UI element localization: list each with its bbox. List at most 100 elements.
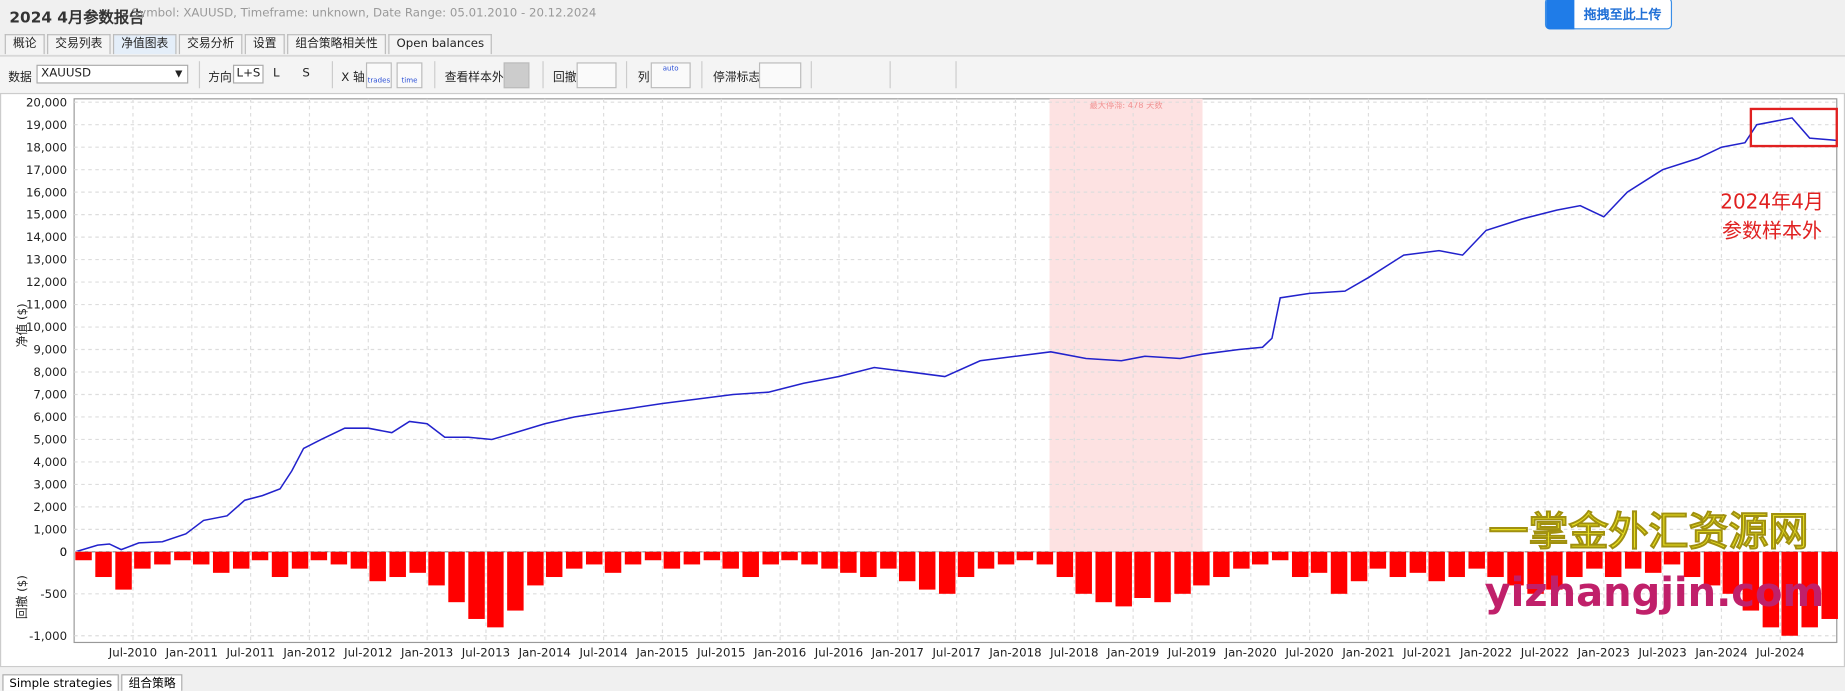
drawdown-bar	[527, 551, 544, 586]
x-tick-label: Jan-2016	[753, 646, 806, 660]
x-tick-label: Jan-2024	[1694, 646, 1747, 660]
drawdown-bar	[1683, 551, 1701, 578]
y-tick-label: 0	[60, 545, 67, 559]
x-tick-label: Jul-2016	[814, 646, 863, 660]
separator	[542, 61, 544, 89]
toggle-button[interactable]	[503, 62, 530, 89]
x-tick-label: Jan-2022	[1459, 646, 1512, 660]
chart-button[interactable]	[852, 62, 878, 88]
x-tick-label: Jul-2013	[461, 646, 510, 660]
drawdown-bar	[918, 551, 936, 590]
y-tick-label: 20,000	[26, 95, 67, 109]
x-axis-button[interactable]: trades	[365, 62, 392, 89]
drawdown-bar	[1409, 551, 1427, 573]
separator	[955, 61, 957, 89]
bottom-tabs: Simple strategies 组合策略	[2, 674, 183, 691]
chart-button[interactable]	[997, 62, 1023, 88]
drawdown-bar	[154, 551, 171, 565]
drawdown-bar	[409, 551, 426, 573]
tab[interactable]: 净值图表	[112, 34, 177, 55]
tab[interactable]: 交易分析	[178, 34, 243, 55]
label: 方向	[208, 71, 232, 85]
drawdown-bar	[1507, 551, 1524, 586]
x-tick-label: Jan-2021	[1341, 646, 1394, 660]
drawdown-bar	[271, 551, 289, 578]
dropdown-button[interactable]: auto	[650, 62, 691, 89]
drawdown-bar	[134, 551, 151, 569]
x-tick-label: Jan-2018	[988, 646, 1041, 660]
x-tick-label: Jul-2015	[696, 646, 745, 660]
drawdown-bar	[860, 551, 877, 578]
chart: 最大停滞: 478 天数 0 1,000 2,000 3,000 4,000 5,000 6,…	[15, 95, 1838, 660]
drawdown-bar	[1095, 551, 1112, 603]
chart-button[interactable]	[900, 62, 926, 88]
chart-button[interactable]	[821, 62, 847, 88]
drawdown-bar	[898, 551, 916, 582]
tab[interactable]: 组合策略相关性	[287, 34, 386, 55]
drawdown-bar	[1742, 551, 1760, 611]
y-tick-label: 2,000	[33, 500, 67, 514]
y-tick-label: 0	[60, 545, 67, 559]
drawdown-bar	[762, 551, 779, 565]
drawdown-bar	[1369, 551, 1387, 569]
stagnation-label: 最大停滞: 478 天数	[1090, 100, 1163, 110]
drawdown-bar	[644, 551, 662, 561]
tab[interactable]: 概论	[4, 34, 45, 55]
drawdown-bar	[1134, 551, 1151, 598]
x-tick-label: Jul-2019	[1167, 646, 1216, 660]
toggle[interactable]: L	[272, 67, 280, 81]
drawdown-bar	[938, 551, 956, 594]
x-tick-label: Jul-2014	[578, 646, 627, 660]
drawdown-bar	[428, 551, 445, 586]
drawdown-bar	[1310, 551, 1328, 573]
chart-button[interactable]	[965, 62, 991, 88]
tab[interactable]: Open balances	[388, 34, 493, 55]
drawdown-bar	[801, 551, 818, 565]
y-tick-label: 11,000	[26, 298, 67, 312]
drawdown-bar	[95, 551, 112, 578]
tab[interactable]: 交易列表	[47, 34, 111, 55]
dropdown-button[interactable]	[576, 62, 617, 89]
drawdown-bar	[487, 551, 504, 628]
drawdown-bar	[604, 551, 622, 573]
drawdown-bar	[1036, 551, 1054, 565]
y-tick-label: 6,000	[33, 410, 67, 424]
drawdown-bar	[174, 551, 191, 561]
tab[interactable]: 设置	[244, 34, 285, 55]
drawdown-bar	[565, 551, 583, 569]
upload-button[interactable]: 拖拽至此上传	[1544, 0, 1673, 30]
separator	[810, 61, 812, 89]
drawdown-bar	[115, 551, 132, 590]
annotation: 2024年4月	[1720, 189, 1824, 213]
select-value: XAUUSD	[41, 67, 92, 81]
drawdown-bar	[1821, 551, 1838, 619]
tab[interactable]: Simple strategies	[2, 674, 120, 691]
drawdown-bar	[192, 551, 210, 565]
dropdown-button[interactable]	[758, 62, 802, 89]
drawdown-bar	[1115, 551, 1132, 607]
drawdown-bar	[1428, 551, 1445, 582]
tab[interactable]: 组合策略	[121, 674, 183, 691]
x-tick-label: Jul-2024	[1755, 646, 1804, 660]
label: 查看样本外	[444, 71, 504, 85]
drawdown-bar	[722, 551, 739, 569]
y-tick-label: -500	[40, 587, 67, 601]
drawdown-bar	[1233, 551, 1250, 569]
x-tick-label: Jul-2017	[931, 646, 980, 660]
drawdown-bar	[1174, 551, 1191, 594]
data-select[interactable]: XAUUSD ▼	[36, 64, 189, 84]
y-tick-label: 4,000	[33, 455, 67, 469]
toggle[interactable]: S	[302, 67, 310, 81]
toggle[interactable]: L+S	[232, 64, 264, 84]
x-axis-button[interactable]: time	[396, 62, 423, 89]
x-tick-label: Jan-2013	[400, 646, 453, 660]
drawdown-bar	[1663, 551, 1681, 565]
drawdown-bar	[448, 551, 465, 603]
drawdown-bar	[75, 551, 92, 561]
y-tick-label: 19,000	[26, 118, 67, 132]
drawdown-bar	[1703, 551, 1721, 586]
x-tick-label: Jan-2019	[1106, 646, 1159, 660]
y-tick-label: 5,000	[33, 433, 67, 447]
drawdown-bar	[1193, 551, 1210, 586]
separator	[198, 61, 201, 89]
